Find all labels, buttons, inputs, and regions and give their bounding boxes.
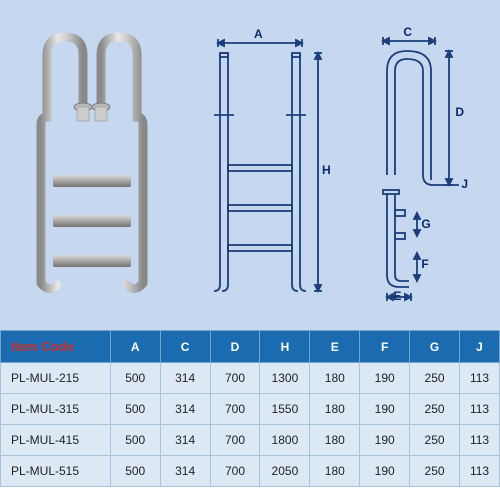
cell: 180 [310,456,360,487]
cell: 500 [110,425,160,456]
cell: 1550 [260,394,310,425]
col-header: H [260,331,310,363]
dim-label-h: H [322,163,331,177]
cell: 700 [210,425,260,456]
product-photo [27,25,157,305]
cell: 500 [110,456,160,487]
cell: 1300 [260,363,310,394]
dim-label-g: G [421,217,430,231]
dim-label-a: A [254,27,263,41]
cell: 314 [160,363,210,394]
cell: 700 [210,363,260,394]
cell: 180 [310,363,360,394]
table-row: PL-MUL-315 500 314 700 1550 180 190 250 … [1,394,500,425]
cell: 113 [460,456,500,487]
diagram-panel: A H [0,0,500,330]
dim-label-j: J [461,177,468,191]
cell: 113 [460,363,500,394]
cell: 180 [310,425,360,456]
dim-label-d: D [455,105,464,119]
dim-label-e: E [393,289,401,303]
cell: 190 [360,394,410,425]
col-header: G [410,331,460,363]
cell: 1800 [260,425,310,456]
dim-label-c: C [403,25,412,39]
cell-code: PL-MUL-515 [1,456,111,487]
cell: 700 [210,394,260,425]
cell: 250 [410,425,460,456]
cell: 700 [210,456,260,487]
cell: 190 [360,425,410,456]
cell: 250 [410,456,460,487]
spec-table: Item Code A C D H E F G J PL-MUL-215 500… [0,330,500,487]
col-header: E [310,331,360,363]
cell: 314 [160,456,210,487]
col-header: A [110,331,160,363]
col-header: J [460,331,500,363]
cell: 190 [360,456,410,487]
cell: 314 [160,394,210,425]
front-schematic: A H [190,25,330,305]
cell: 190 [360,363,410,394]
col-header-itemcode: Item Code [1,331,111,363]
cell: 250 [410,394,460,425]
spec-table-wrap: Item Code A C D H E F G J PL-MUL-215 500… [0,330,500,487]
cell-code: PL-MUL-315 [1,394,111,425]
col-header: D [210,331,260,363]
table-row: PL-MUL-415 500 314 700 1800 180 190 250 … [1,425,500,456]
cell: 113 [460,425,500,456]
cell: 113 [460,394,500,425]
cell-code: PL-MUL-215 [1,363,111,394]
cell: 500 [110,363,160,394]
cell-code: PL-MUL-415 [1,425,111,456]
cell: 250 [410,363,460,394]
table-row: PL-MUL-215 500 314 700 1300 180 190 250 … [1,363,500,394]
table-row: PL-MUL-515 500 314 700 2050 180 190 250 … [1,456,500,487]
dim-label-f: F [421,257,428,271]
side-schematic: C D J G F E [363,25,473,305]
cell: 180 [310,394,360,425]
table-header-row: Item Code A C D H E F G J [1,331,500,363]
cell: 314 [160,425,210,456]
col-header: F [360,331,410,363]
cell: 500 [110,394,160,425]
col-header: C [160,331,210,363]
cell: 2050 [260,456,310,487]
